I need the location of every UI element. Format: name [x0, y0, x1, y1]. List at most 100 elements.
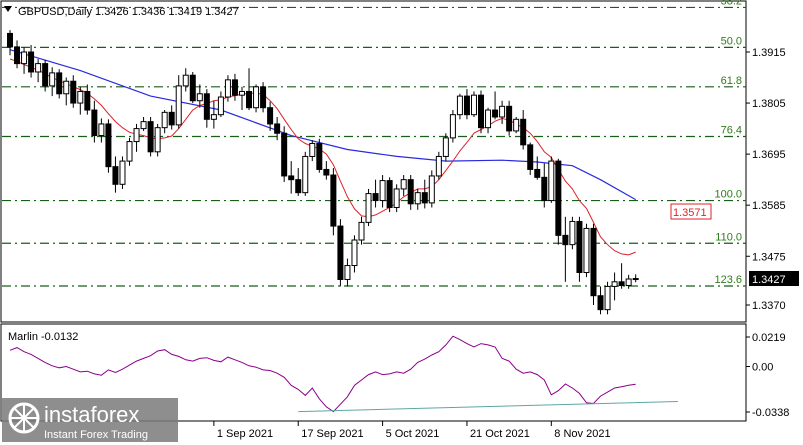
candle	[562, 216, 569, 282]
fib-level-label: 38.2	[721, 0, 742, 7]
candle	[189, 71, 196, 104]
price-tick-label: 1.3370	[752, 300, 786, 312]
candle	[309, 140, 316, 162]
candle	[358, 216, 365, 245]
candle	[231, 73, 238, 101]
candle	[91, 100, 98, 143]
candle	[77, 86, 84, 115]
candle	[463, 89, 470, 120]
candle	[253, 84, 260, 113]
candle	[478, 90, 485, 134]
candle	[14, 40, 21, 69]
candle	[210, 100, 217, 129]
dropdown-triangle-icon[interactable]	[4, 6, 12, 12]
indicator-trendline	[298, 400, 678, 413]
candle	[414, 188, 421, 210]
candle	[555, 158, 562, 245]
candle	[618, 263, 625, 289]
candle	[154, 123, 161, 157]
time-axis: 1 Sep 2021 17 Sep 2021 5 Oct 2021 21 Oct 20…	[213, 421, 611, 440]
candle	[576, 216, 583, 282]
candle	[449, 110, 456, 143]
candle	[520, 110, 527, 150]
candle	[260, 82, 267, 113]
candle	[590, 223, 597, 305]
price-pane-frame	[0, 0, 747, 323]
time-tick-label: 8 Nov 2021	[554, 428, 610, 440]
ma-slow-line	[9, 49, 636, 201]
candle	[442, 133, 449, 162]
candle	[140, 116, 147, 131]
candle	[492, 91, 499, 120]
candle	[196, 84, 203, 108]
candle	[42, 59, 49, 92]
candle	[499, 100, 506, 124]
candle	[49, 67, 56, 97]
candle	[534, 156, 541, 180]
price-tick-label: 1.3475	[752, 251, 786, 263]
price-tick-label: 1.3695	[752, 149, 786, 161]
candle	[597, 286, 604, 315]
candle	[161, 110, 168, 134]
candle	[386, 177, 393, 213]
candle	[506, 100, 513, 136]
candle	[7, 30, 13, 56]
time-tick-label: 5 Oct 2021	[386, 428, 440, 440]
candle	[302, 151, 309, 196]
candle	[625, 274, 632, 289]
candle	[379, 175, 386, 208]
candle	[56, 69, 63, 99]
candle	[133, 123, 140, 152]
candle	[632, 274, 639, 283]
candle	[281, 126, 288, 182]
candle	[365, 188, 372, 227]
watermark-tagline: Instant Forex Trading	[44, 429, 148, 441]
price-pane	[0, 0, 747, 323]
candle	[541, 163, 548, 208]
boxed-price-marker: 1.3571	[670, 203, 712, 220]
price-tick-label: 1.3585	[752, 200, 786, 212]
indicator-series: 0.0219 0.00 -0.0338	[9, 332, 789, 419]
candle	[351, 235, 358, 273]
candle	[569, 216, 576, 250]
candle	[372, 179, 379, 208]
current-price-label: 1.3427	[752, 274, 786, 286]
candle	[112, 156, 119, 193]
candle	[63, 77, 70, 106]
candle	[393, 184, 400, 213]
fib-level-label: 100.0	[714, 189, 742, 201]
candle	[224, 75, 231, 102]
candle	[175, 75, 182, 129]
candle	[295, 168, 302, 196]
boxed-price-label: 1.3571	[673, 207, 707, 219]
candle	[35, 58, 42, 83]
time-tick-label: 17 Sep 2021	[301, 428, 363, 440]
fib-level-label: 76.4	[721, 124, 742, 136]
candle	[98, 118, 105, 143]
time-tick-label: 1 Sep 2021	[217, 428, 273, 440]
candle	[119, 156, 126, 189]
moving-averages	[9, 49, 636, 256]
candle	[456, 93, 463, 120]
watermark-brand: instaforex	[44, 402, 139, 427]
candle	[407, 175, 414, 210]
price-axis: 1.3915 1.3805 1.3695 1.3585 1.3475 1.3370	[746, 47, 786, 312]
current-price-marker: 1.3427	[749, 271, 799, 286]
candle	[485, 107, 492, 134]
candle	[400, 175, 407, 196]
ma-fast-line	[9, 58, 636, 256]
price-tick-label: 1.3805	[752, 98, 786, 110]
candle	[182, 68, 189, 92]
instaforex-logo-icon	[8, 402, 40, 434]
candle	[583, 223, 590, 278]
fib-level-label: 123.6	[714, 274, 742, 286]
candle	[548, 156, 555, 203]
candle	[203, 89, 210, 128]
candle	[267, 101, 274, 131]
price-tick-label: 1.3915	[752, 47, 786, 59]
watermark-logo: instaforex Instant Forex Trading	[2, 398, 178, 442]
fibonacci-levels: 38.2 50.0 61.8 76.4 100.0 110.0 123.6	[2, 0, 746, 287]
symbol-header: GBPUSD,Daily 1.3426 1.3436 1.3419 1.3427	[4, 6, 239, 18]
symbol-info-text: GBPUSD,Daily 1.3426 1.3436 1.3419 1.3427	[18, 6, 239, 18]
